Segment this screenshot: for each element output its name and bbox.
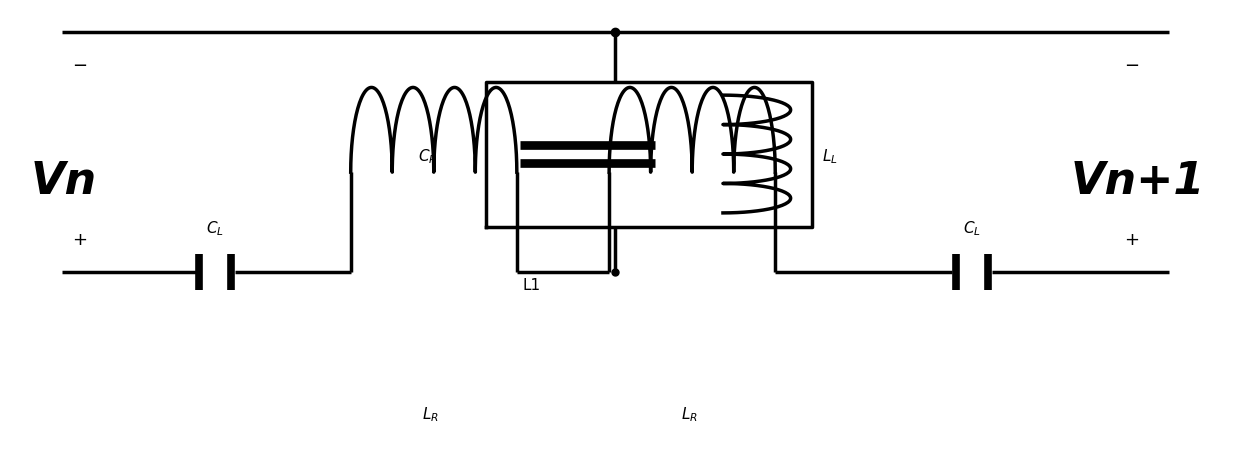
Text: +: + xyxy=(1125,231,1140,249)
Text: $C_L$: $C_L$ xyxy=(963,220,981,238)
Text: −: − xyxy=(72,57,88,75)
Text: −: − xyxy=(1125,57,1140,75)
Text: $L_R$: $L_R$ xyxy=(681,405,698,424)
Text: $C_R$: $C_R$ xyxy=(418,147,436,166)
Text: $C_L$: $C_L$ xyxy=(206,220,224,238)
Text: Vn: Vn xyxy=(31,160,97,202)
Text: Vn+1: Vn+1 xyxy=(1070,160,1205,202)
Text: +: + xyxy=(72,231,88,249)
Text: $L_L$: $L_L$ xyxy=(822,147,838,166)
Text: L1: L1 xyxy=(523,278,541,293)
Text: $L_R$: $L_R$ xyxy=(423,405,439,424)
